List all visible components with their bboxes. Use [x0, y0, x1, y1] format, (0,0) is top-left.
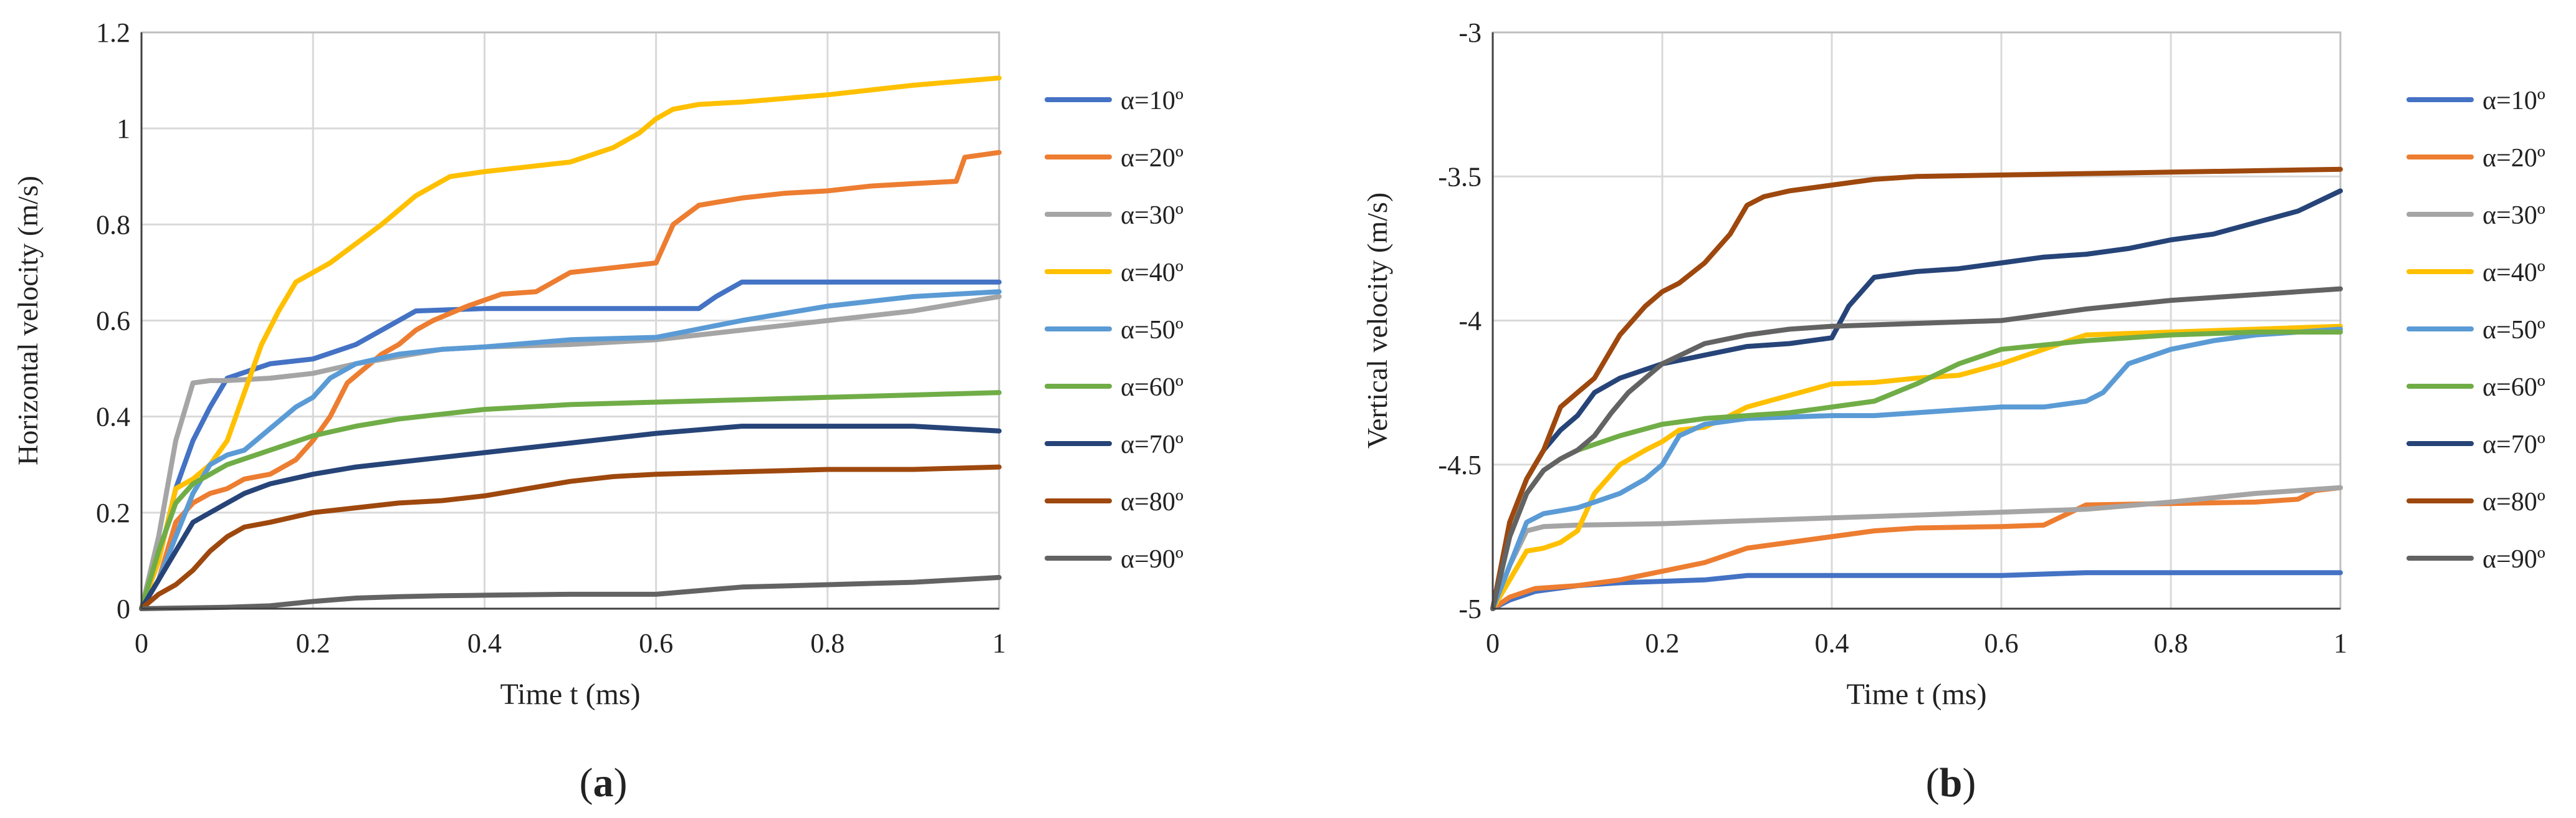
- panel-b-y-axis-label: Vertical velocity (m/s): [1361, 193, 1393, 449]
- panel-b-series-line-70deg: [1490, 188, 2343, 611]
- panel-a-x-tick-label: 1: [992, 628, 1006, 659]
- panel-b-x-ticks: 0 0.2 0.4 0.6 0.8 1: [1486, 628, 2347, 659]
- panel-a-x-tick-label: 0.4: [467, 628, 502, 659]
- panel-a-x-tick-label: 0: [135, 628, 148, 659]
- panel-a-series-line-90deg: [139, 574, 1002, 611]
- panel-b-y-tick-label: -4: [1458, 306, 1482, 336]
- panel-b-series-line-20deg: [1490, 485, 2343, 611]
- panel-a-legend-label: α=90º: [1121, 545, 1184, 574]
- panel-a-legend-label: α=60º: [1121, 373, 1184, 402]
- panel-b-legend-label: α=40º: [2483, 259, 2545, 287]
- panel-a-x-axis-label: Time t (ms): [500, 678, 641, 711]
- panel-b-series-line-30deg: [1490, 485, 2343, 611]
- panel-a-x-tick-label: 0.2: [296, 628, 330, 659]
- panel-a-legend-label: α=70º: [1121, 430, 1184, 459]
- panel-b-x-axis-label: Time t (ms): [1847, 678, 1987, 711]
- panel-b-legend-label: α=80º: [2483, 488, 2545, 516]
- panel-b-y-ticks: -5 -4.5 -4 -3.5 -3: [1438, 17, 1482, 624]
- panel-a-y-tick-label: 1: [117, 113, 130, 144]
- panel-b-series-line-90deg: [1490, 286, 2343, 611]
- panel-a-axes: [140, 32, 999, 610]
- panel-b-caption-label: (b): [1926, 760, 1976, 806]
- panel-a-legend-label: α=40º: [1121, 259, 1184, 287]
- panel-b-y-tick-label: -3: [1458, 17, 1482, 48]
- panel-b-legend-label: α=30º: [2483, 201, 2545, 230]
- panel-b-legend-label: α=70º: [2483, 430, 2545, 459]
- panel-a-series-line-40deg: [139, 75, 1002, 611]
- panel-a-series-line-60deg: [139, 390, 1002, 611]
- panel-b-legend-label: α=60º: [2483, 373, 2545, 402]
- panel-a-series-line-70deg: [139, 424, 1002, 611]
- panel-a-y-tick-label: 0.4: [96, 402, 130, 432]
- panel-a-y-tick-label: 1.2: [96, 17, 130, 48]
- panel-a-legend-label: α=50º: [1121, 316, 1184, 345]
- panel-b-legend-label: α=50º: [2483, 316, 2545, 345]
- panel-a-y-tick-label: 0.2: [96, 498, 130, 528]
- panel-a-y-tick-label: 0.6: [96, 306, 130, 336]
- panel-b-x-tick-label: 0.4: [1815, 628, 1849, 659]
- panel-a-legend-label: α=30º: [1121, 201, 1184, 230]
- panel-b-x-tick-label: 0.6: [1985, 628, 2019, 659]
- panel-b-axes: [1491, 32, 2340, 610]
- panel-a-legend-label: α=10º: [1121, 87, 1184, 115]
- panel-a-x-ticks: 0 0.2 0.4 0.6 0.8 1: [135, 628, 1006, 659]
- panel-b-series-lines: [1490, 166, 2343, 611]
- panel-b-x-tick-label: 1: [2334, 628, 2347, 659]
- panel-b-y-tick-label: -3.5: [1438, 161, 1482, 192]
- panel-a-series-line-10deg: [139, 279, 1002, 611]
- panel-b-series-line-80deg: [1490, 166, 2343, 611]
- panel-a-x-tick-label: 0.6: [639, 628, 673, 659]
- panel-b-legend-label: α=90º: [2483, 545, 2545, 574]
- panel-b-x-tick-label: 0.2: [1645, 628, 1680, 659]
- panel-b-x-tick-label: 0: [1486, 628, 1500, 659]
- panel-b-y-tick-label: -5: [1458, 594, 1482, 624]
- panel-a-y-tick-label: 0: [117, 594, 130, 624]
- panel-a-series-line-20deg: [139, 150, 1002, 611]
- panel-a-legend: α=10º α=20º α=30º α=40º α=50º α=60º α=70º α=80º…: [1045, 87, 1184, 574]
- chart-panel-a: 00.20.40.60.811.2 0 0.2 0.4 0.6 0.8 1 α=10ºα=…: [12, 17, 1184, 806]
- panel-a-caption-letter: a: [593, 760, 614, 806]
- panel-b-legend-label: α=20º: [2483, 144, 2545, 173]
- panel-a-caption-label: (a): [580, 760, 628, 806]
- panel-b-caption-letter: b: [1940, 760, 1963, 806]
- panel-a-y-tick-label: 0.8: [96, 209, 130, 240]
- panel-a-legend-label: α=20º: [1121, 144, 1184, 173]
- panel-b-x-tick-label: 0.8: [2154, 628, 2188, 659]
- panel-b-legend-label: α=10º: [2483, 87, 2545, 115]
- panel-a-legend-label: α=80º: [1121, 488, 1184, 516]
- panel-a-y-axis-label: Horizontal velocity (m/s): [12, 176, 44, 465]
- panel-a-y-ticks: 0 0.2 0.4 0.6 0.8 1 1.2: [96, 17, 130, 624]
- panel-b-legend: α=10º α=20º α=30º α=40º α=50º α=60º α=70º α=80º…: [2406, 87, 2545, 574]
- panel-b-y-tick-label: -4.5: [1438, 450, 1482, 480]
- panel-a-x-tick-label: 0.8: [810, 628, 845, 659]
- panel-a-series-lines: [139, 75, 1002, 611]
- panel-a-series-line-80deg: [139, 464, 1002, 611]
- chart-panel-b: -5 -4.5 -4 -3.5 -3 0 0.2 0.4 0.6 0.8 1 α=10º α=20º…: [1361, 17, 2545, 806]
- panel-b-series-line-50deg: [1490, 326, 2343, 611]
